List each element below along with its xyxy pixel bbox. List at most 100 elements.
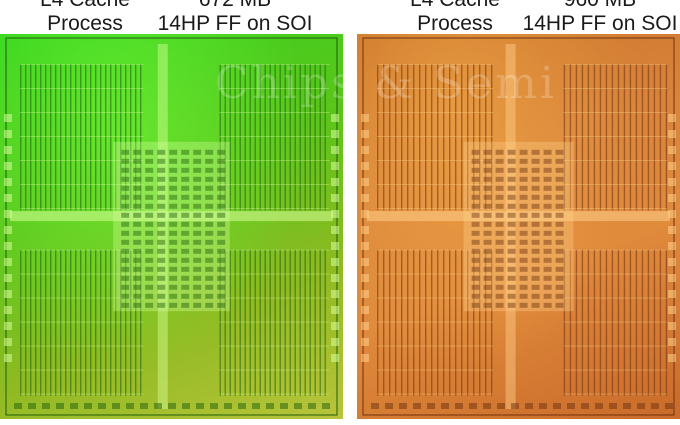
right-die-cell bbox=[495, 149, 504, 155]
left-die-cell bbox=[157, 275, 166, 281]
right-die-cell bbox=[495, 230, 504, 236]
right-die-line bbox=[443, 64, 445, 211]
left-die-line bbox=[319, 64, 321, 211]
left-die-side-pad bbox=[331, 274, 339, 282]
left-die-line bbox=[95, 64, 97, 211]
right-die-cell bbox=[471, 194, 480, 200]
left-die-line bbox=[125, 249, 127, 396]
right-die-line bbox=[437, 249, 439, 396]
right-size-caption: 960 MB 14HP FF on SOI bbox=[520, 0, 680, 34]
right-die-side-pad bbox=[668, 162, 676, 170]
left-die-side-pad bbox=[331, 354, 339, 362]
right-die-row bbox=[377, 369, 494, 371]
right-die-line bbox=[581, 249, 584, 396]
right-die-line bbox=[659, 249, 662, 396]
right-die-cell bbox=[519, 221, 528, 227]
left-die-line bbox=[95, 249, 97, 396]
left-die-cell bbox=[181, 158, 190, 164]
left-die-pad bbox=[196, 403, 204, 409]
right-die-side-pad bbox=[361, 274, 369, 282]
right-die-cell bbox=[507, 284, 516, 290]
left-die-side-pad bbox=[331, 130, 339, 138]
right-die-line bbox=[419, 249, 421, 396]
right-die-cell bbox=[531, 176, 540, 182]
right-die-cell bbox=[531, 293, 540, 299]
right-die-cell bbox=[543, 248, 552, 254]
left-die-pad bbox=[224, 403, 232, 409]
right-die-cell bbox=[495, 176, 504, 182]
right-die-row bbox=[563, 208, 668, 209]
left-die-cell bbox=[157, 194, 166, 200]
right-die-line bbox=[617, 64, 620, 211]
left-die-cell bbox=[217, 266, 226, 272]
right-die-cell bbox=[471, 293, 480, 299]
right-die-line bbox=[407, 64, 409, 211]
left-die-cell bbox=[181, 194, 190, 200]
right-die-line bbox=[377, 64, 379, 211]
right-die-cell bbox=[543, 203, 552, 209]
left-die-cell bbox=[145, 293, 154, 299]
right-die-line bbox=[491, 249, 493, 396]
left-die-photo bbox=[0, 34, 343, 419]
left-die-line bbox=[224, 249, 226, 396]
right-die-cell bbox=[519, 293, 528, 299]
left-die-pad bbox=[308, 403, 316, 409]
right-die-cell bbox=[543, 212, 552, 218]
left-die-line bbox=[75, 64, 77, 211]
right-die-cell bbox=[531, 239, 540, 245]
left-die-row bbox=[20, 369, 144, 371]
left-die-cell bbox=[133, 293, 142, 299]
right-die-cell bbox=[531, 302, 540, 308]
left-die-vbus bbox=[157, 44, 168, 409]
left-die-line bbox=[40, 249, 42, 396]
right-die-core-block bbox=[463, 141, 574, 312]
left-die-line bbox=[249, 249, 251, 396]
left-die-cell bbox=[217, 284, 226, 290]
right-die-cell bbox=[531, 212, 540, 218]
left-die-line bbox=[140, 64, 142, 211]
left-die-line bbox=[269, 64, 271, 211]
right-die-side-pad bbox=[361, 146, 369, 154]
left-die-cell bbox=[133, 275, 142, 281]
right-die-hbus bbox=[367, 211, 670, 222]
right-die-row bbox=[377, 112, 494, 113]
left-die-cell bbox=[205, 221, 214, 227]
right-die-row bbox=[377, 249, 494, 251]
left-die-cell bbox=[217, 221, 226, 227]
right-die-row bbox=[377, 273, 494, 275]
right-die-side-pad bbox=[361, 322, 369, 330]
left-die-row bbox=[20, 184, 144, 185]
right-die-cell bbox=[507, 257, 516, 263]
right-die-row bbox=[563, 393, 668, 395]
left-die-cell bbox=[205, 194, 214, 200]
left-die-cell bbox=[169, 302, 178, 308]
right-die-line bbox=[395, 249, 397, 396]
left-die-cell bbox=[121, 203, 130, 209]
left-die-side-pad bbox=[331, 242, 339, 250]
right-die-line bbox=[401, 64, 403, 211]
right-die-cell bbox=[543, 239, 552, 245]
left-die-line bbox=[120, 249, 122, 396]
left-die-cell bbox=[121, 158, 130, 164]
right-die-cell bbox=[555, 248, 564, 254]
left-die-row bbox=[20, 112, 144, 113]
left-die-line bbox=[40, 64, 42, 211]
left-die-row bbox=[20, 273, 144, 275]
left-die-cell bbox=[205, 239, 214, 245]
left-die-cell bbox=[145, 230, 154, 236]
left-die-cell bbox=[181, 293, 190, 299]
left-die-line bbox=[90, 249, 92, 396]
right-die-line bbox=[629, 249, 632, 396]
right-die-pad bbox=[567, 403, 575, 409]
left-die-cell bbox=[133, 239, 142, 245]
right-die-line bbox=[473, 64, 475, 211]
left-die-line bbox=[70, 249, 72, 396]
left-die-pad bbox=[84, 403, 92, 409]
left-process-label: Process bbox=[47, 12, 123, 34]
right-die-cell bbox=[495, 257, 504, 263]
right-die-row bbox=[563, 273, 668, 275]
right-die-line bbox=[461, 249, 463, 396]
left-die-row bbox=[219, 136, 330, 137]
right-die-side-pad bbox=[361, 290, 369, 298]
left-die-line bbox=[254, 64, 256, 211]
